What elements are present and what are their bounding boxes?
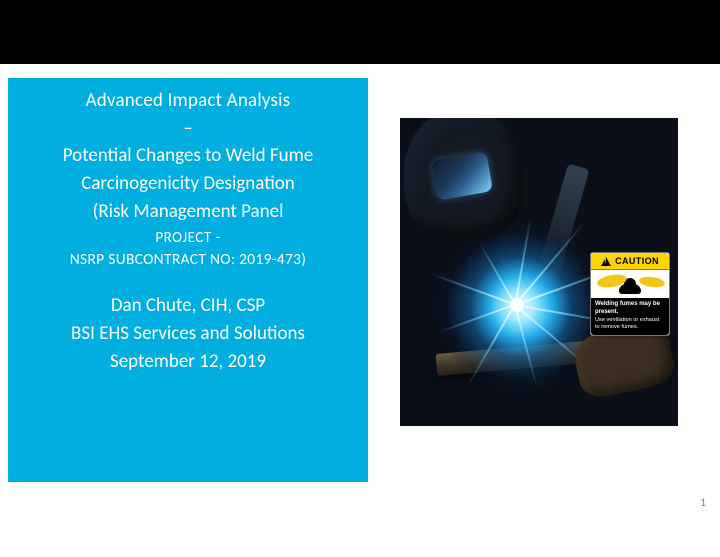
caution-pictogram xyxy=(591,270,669,298)
caution-bold: Welding fumes may be present. xyxy=(595,301,665,316)
title-line-2: Potential Changes to Weld Fume xyxy=(22,143,354,169)
caution-header-text: CAUTION xyxy=(615,256,659,266)
title-line-1: Advanced Impact Analysis xyxy=(22,88,354,114)
caution-text: Use ventilation or exhaust to remove fum… xyxy=(595,317,659,330)
caution-sign: CAUTION Welding fumes may be present. Us… xyxy=(590,252,670,336)
author-date: September 12, 2019 xyxy=(22,349,354,375)
warning-triangle-icon xyxy=(601,257,611,266)
person-shoulders-icon xyxy=(619,284,641,294)
caution-body: Welding fumes may be present. Use ventil… xyxy=(591,298,669,335)
page-number: 1 xyxy=(700,496,706,509)
author-name: Dan Chute, CIH, CSP xyxy=(22,293,354,319)
title-line-6: NSRP SUBCONTRACT NO: 2019-473) xyxy=(22,250,354,271)
title-dash: – xyxy=(22,116,354,142)
top-black-strip xyxy=(0,0,720,64)
spacer xyxy=(22,271,354,293)
fume-shape xyxy=(638,275,665,289)
caution-header: CAUTION xyxy=(591,253,669,270)
slide: Advanced Impact Analysis – Potential Cha… xyxy=(0,0,720,557)
title-line-4: (Risk Management Panel xyxy=(22,199,354,225)
title-line-3: Carcinogenicity Designation xyxy=(22,171,354,197)
weld-image: CAUTION Welding fumes may be present. Us… xyxy=(400,118,678,426)
title-panel: Advanced Impact Analysis – Potential Cha… xyxy=(8,78,368,482)
title-line-5: PROJECT - xyxy=(22,228,354,248)
author-org: BSI EHS Services and Solutions xyxy=(22,321,354,347)
